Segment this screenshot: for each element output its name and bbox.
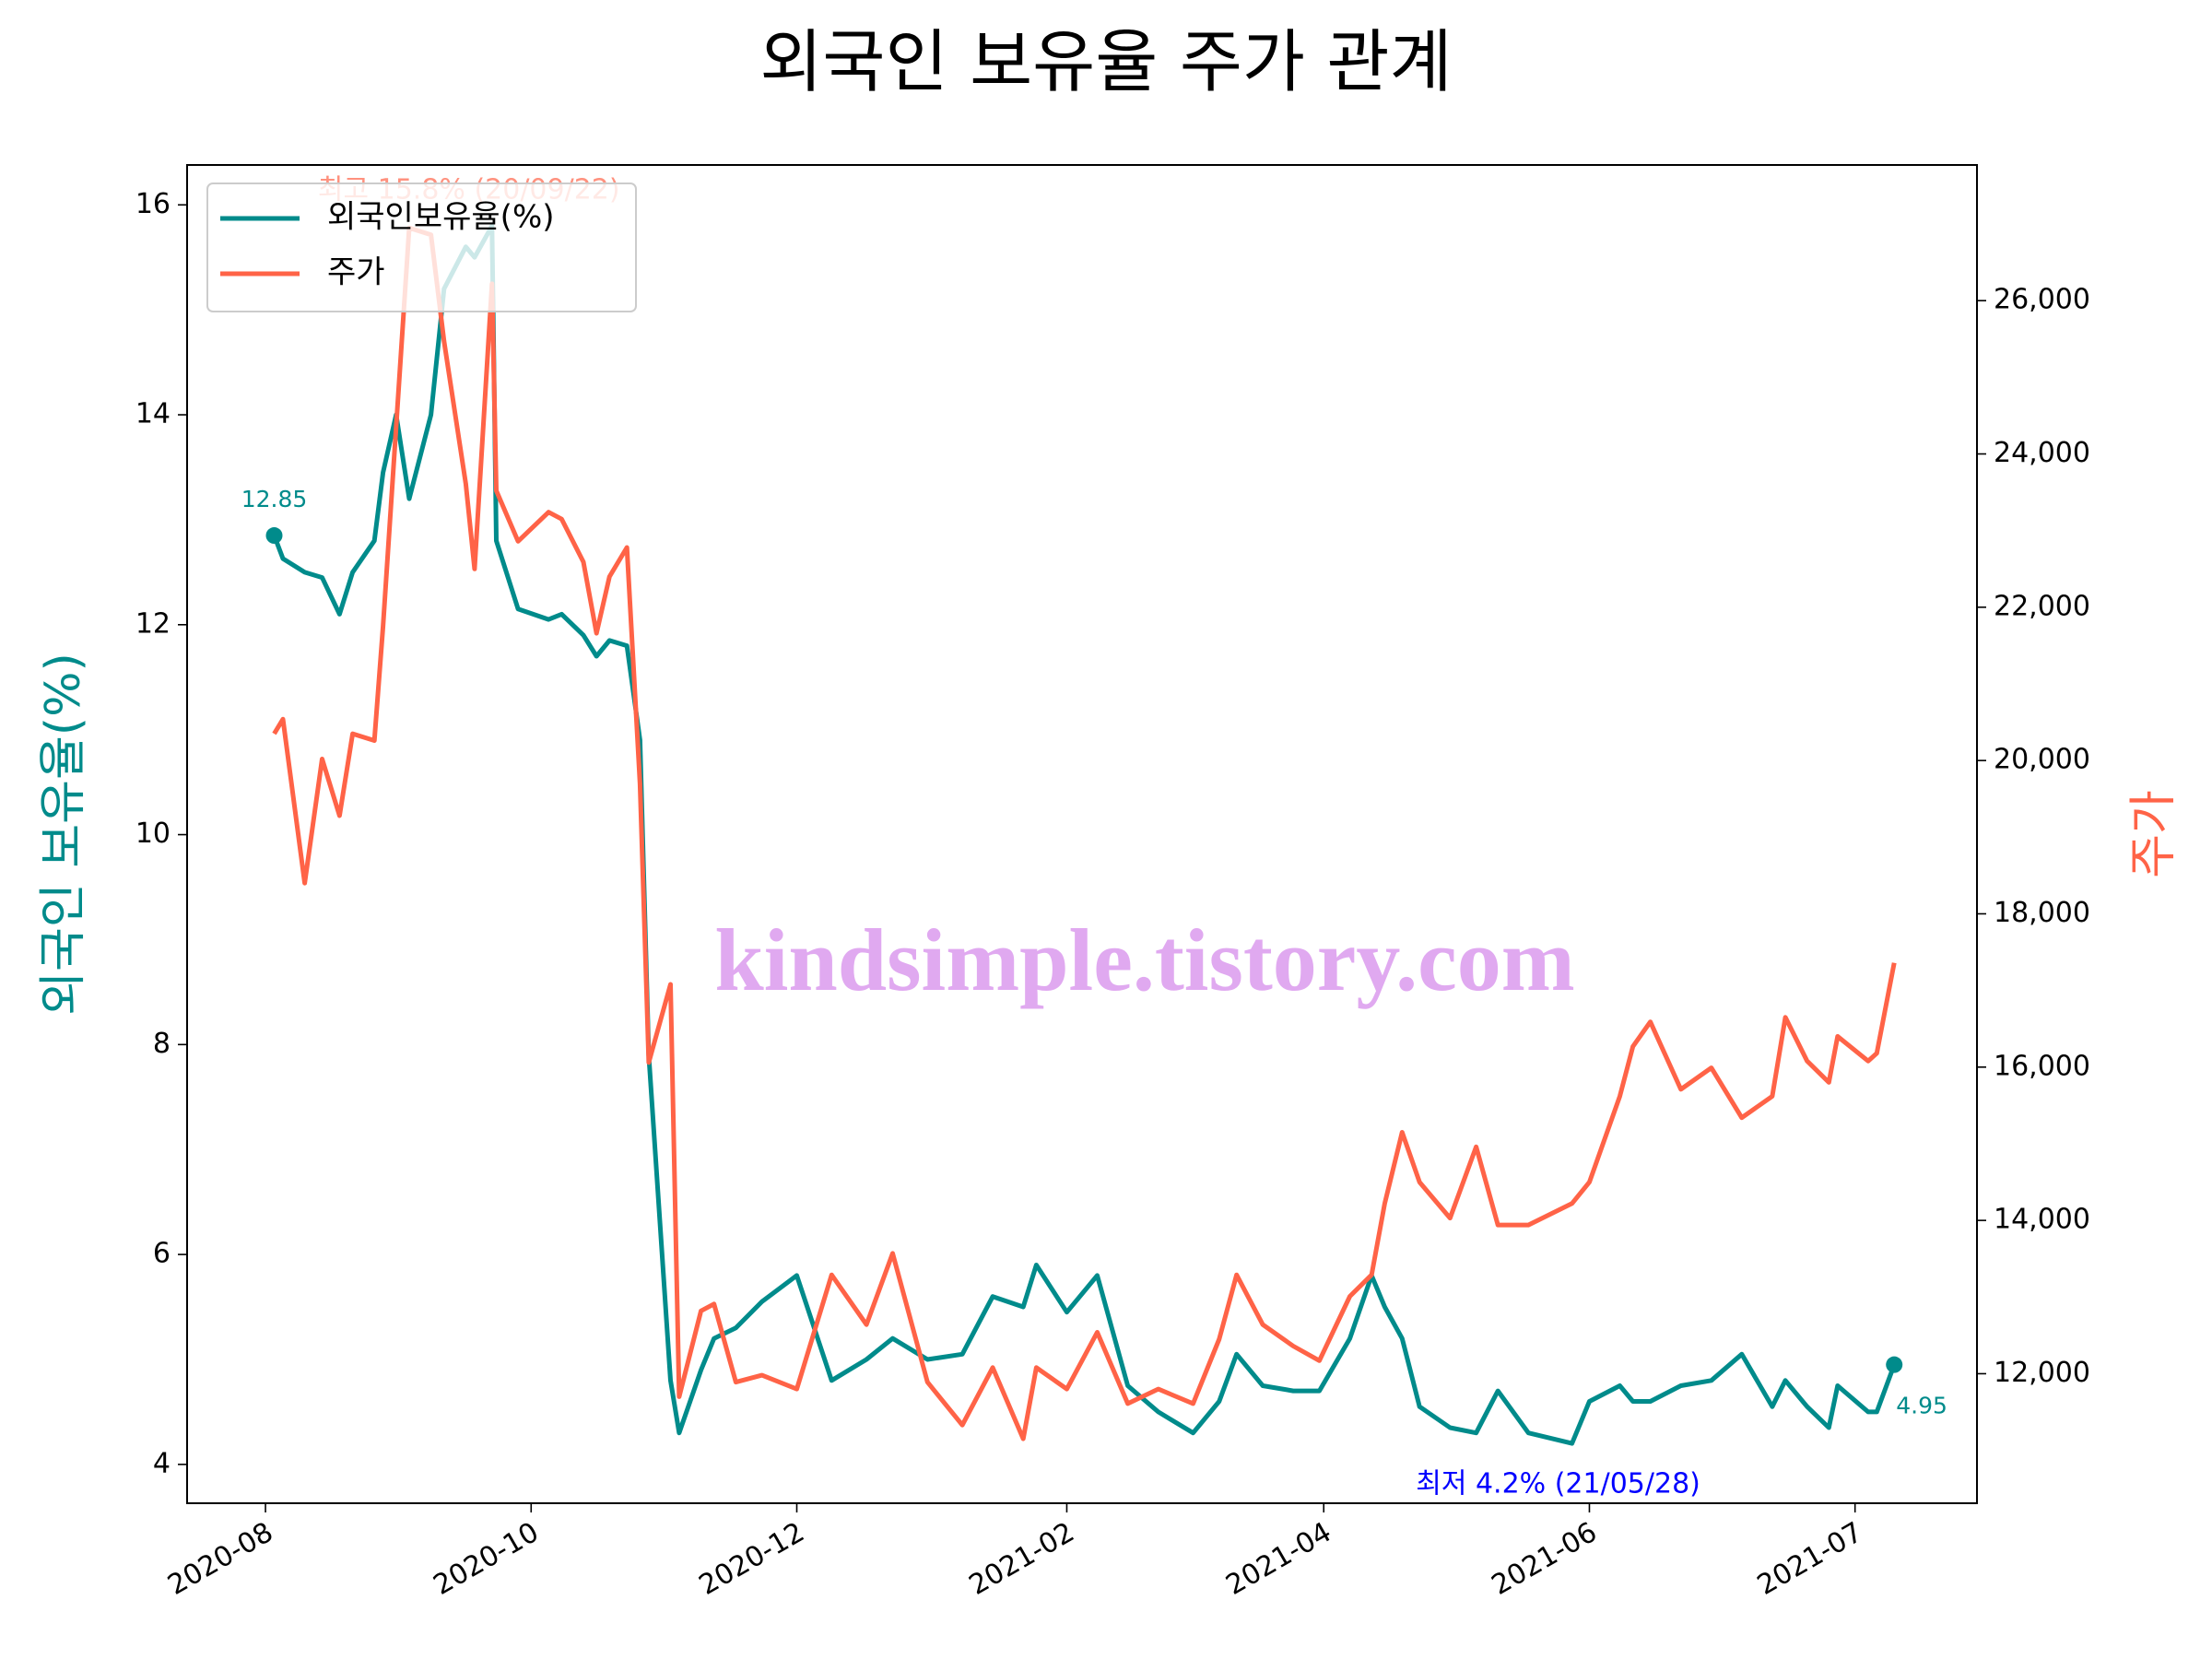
chart-title: 외국인 보유율 주가 관계 (759, 23, 1452, 102)
point-marker (265, 527, 283, 545)
legend-box (206, 182, 637, 312)
y-tick-label: 8 (153, 1028, 171, 1060)
y2-tick-label: 20,000 (1994, 744, 2090, 776)
y2-tick-label: 12,000 (1994, 1357, 2090, 1389)
annotation: 최저 4.2% (21/05/28) (1416, 1468, 1700, 1500)
point-marker (1886, 1356, 1903, 1373)
plot-frame (186, 164, 1978, 1504)
y-tick-label: 10 (135, 818, 171, 850)
series-line (272, 225, 1897, 1441)
y2-tick-label: 24,000 (1994, 437, 2090, 469)
value-label: 12.85 (241, 486, 308, 512)
y2-tick-label: 18,000 (1994, 897, 2090, 929)
legend-label: 주가 (327, 254, 385, 291)
y-tick-label: 6 (153, 1238, 171, 1270)
y-tick-label: 14 (135, 398, 171, 430)
value-label: 4.95 (1896, 1393, 1947, 1419)
y-tick-label: 12 (135, 607, 171, 640)
y-tick-label: 16 (135, 188, 171, 220)
y2-tick-label: 22,000 (1994, 590, 2090, 622)
y-tick-label: 4 (153, 1447, 171, 1479)
y2-tick-label: 14,000 (1994, 1204, 2090, 1236)
y2-tick-label: 26,000 (1994, 284, 2090, 316)
y2-tick-label: 16,000 (1994, 1050, 2090, 1082)
legend-label: 외국인보유율(%) (327, 199, 555, 236)
watermark: kindsimple.tistory.com (714, 911, 1574, 1009)
y-axis-label: 외국인 보유율(%) (36, 653, 91, 1016)
y2-axis-label: 주가 (2126, 790, 2182, 878)
